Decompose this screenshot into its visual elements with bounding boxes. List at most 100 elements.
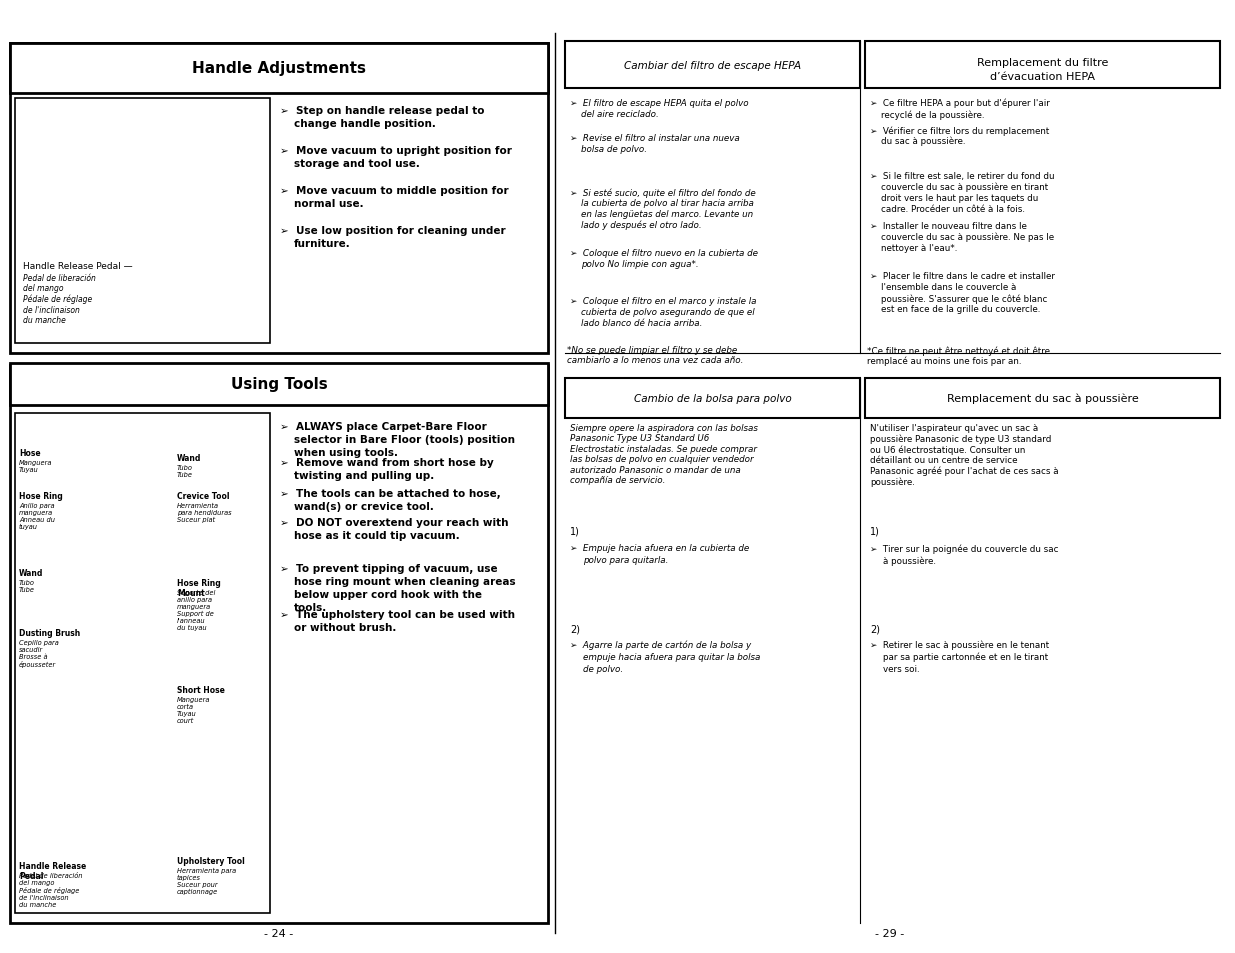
Text: de polvo.: de polvo. (583, 664, 624, 673)
Text: *Ce filtre ne peut être nettoyé et doit être
remplacé au moins une fois par an.: *Ce filtre ne peut être nettoyé et doit … (867, 346, 1050, 366)
Text: *No se puede limpiar el filtro y se debe
cambiarlo a lo menos una vez cada año.: *No se puede limpiar el filtro y se debe… (567, 346, 743, 365)
Text: lado blanco dé hacia arriba.: lado blanco dé hacia arriba. (580, 318, 703, 328)
Text: Wand: Wand (19, 568, 43, 578)
Text: ➢  Si le filtre est sale, le retirer du fond du: ➢ Si le filtre est sale, le retirer du f… (869, 172, 1055, 181)
Text: Remplacement du sac à poussière: Remplacement du sac à poussière (946, 394, 1139, 404)
Text: ➢  Ce filtre HEPA a pour but d'épurer l'air: ➢ Ce filtre HEPA a pour but d'épurer l'a… (869, 99, 1050, 109)
Text: ➢  Empuje hacia afuera en la cubierta de: ➢ Empuje hacia afuera en la cubierta de (571, 543, 750, 553)
Text: Remplacement du filtre: Remplacement du filtre (977, 58, 1108, 68)
Text: Short Hose: Short Hose (177, 685, 225, 695)
Text: 1): 1) (869, 526, 879, 537)
Text: Upholstery Tool: Upholstery Tool (177, 856, 245, 865)
Text: la cubierta de polvo al tirar hacia arriba: la cubierta de polvo al tirar hacia arri… (580, 199, 753, 208)
Text: droit vers le haut par les taquets du: droit vers le haut par les taquets du (881, 193, 1039, 203)
Text: recyclé de la poussière.: recyclé de la poussière. (881, 110, 984, 119)
Text: Dusting Brush: Dusting Brush (19, 628, 80, 638)
Text: ➢  Agarre la parte de cartón de la bolsa y: ➢ Agarre la parte de cartón de la bolsa … (571, 640, 751, 650)
Text: ➢  El filtro de escape HEPA quita el polvo: ➢ El filtro de escape HEPA quita el polv… (571, 99, 748, 108)
Text: hose ring mount when cleaning areas: hose ring mount when cleaning areas (294, 577, 516, 586)
Text: - 29 -: - 29 - (876, 928, 904, 938)
Text: ➢  Use low position for cleaning under: ➢ Use low position for cleaning under (280, 226, 505, 235)
Text: Hose Ring
Mount: Hose Ring Mount (177, 578, 221, 598)
Text: ➢  ALWAYS place Carpet-Bare Floor: ➢ ALWAYS place Carpet-Bare Floor (280, 421, 487, 432)
Text: couvercle du sac à poussière en tirant: couvercle du sac à poussière en tirant (881, 183, 1049, 193)
Text: ➢  Revise el filtro al instalar una nueva: ➢ Revise el filtro al instalar una nueva (571, 133, 740, 143)
Bar (15, 99, 270, 344)
Text: ➢  To prevent tipping of vacuum, use: ➢ To prevent tipping of vacuum, use (280, 563, 498, 574)
Bar (10, 364, 548, 406)
Text: Cepillo para
sacudir
Brosse à
épousseter: Cepillo para sacudir Brosse à épousseter (19, 639, 59, 667)
Text: tools.: tools. (294, 602, 327, 613)
Text: nettoyer à l'eau*.: nettoyer à l'eau*. (881, 244, 957, 253)
Text: couvercle du sac à poussière. Ne pas le: couvercle du sac à poussière. Ne pas le (881, 233, 1055, 242)
Text: poussière. S'assurer que le côté blanc: poussière. S'assurer que le côté blanc (881, 294, 1047, 303)
Text: Manguera
corta
Tuyau
court: Manguera corta Tuyau court (177, 697, 210, 723)
Text: del aire reciclado.: del aire reciclado. (580, 110, 658, 119)
Text: Siempre opere la aspiradora con las bolsas
Panasonic Type U3 Standard U6
Electro: Siempre opere la aspiradora con las bols… (571, 423, 758, 484)
Text: en las lengüetas del marco. Levante un: en las lengüetas del marco. Levante un (580, 210, 753, 219)
Text: ➢  Remove wand from short hose by: ➢ Remove wand from short hose by (280, 457, 494, 468)
Text: ➢  Move vacuum to upright position for: ➢ Move vacuum to upright position for (280, 146, 511, 156)
Text: ➢  Placer le filtre dans le cadre et installer: ➢ Placer le filtre dans le cadre et inst… (869, 272, 1055, 281)
Text: when using tools.: when using tools. (294, 448, 398, 457)
Text: - 24 -: - 24 - (264, 928, 294, 938)
Text: ➢  The tools can be attached to hose,: ➢ The tools can be attached to hose, (280, 489, 500, 498)
Text: hose as it could tip vacuum.: hose as it could tip vacuum. (294, 531, 459, 540)
Text: N'utiliser l'aspirateur qu'avec un sac à
poussière Panasonic de type U3 standard: N'utiliser l'aspirateur qu'avec un sac à… (869, 423, 1058, 487)
Text: 2): 2) (869, 623, 881, 634)
Text: ➢  DO NOT overextend your reach with: ➢ DO NOT overextend your reach with (280, 517, 509, 527)
Text: Herramienta para
tapices
Suceur pour
captionnage: Herramienta para tapices Suceur pour cap… (177, 867, 236, 895)
Text: ➢  Tirer sur la poignée du couvercle du sac: ➢ Tirer sur la poignée du couvercle du s… (869, 543, 1058, 553)
Text: à poussière.: à poussière. (883, 556, 936, 565)
Text: ➢  The upholstery tool can be used with: ➢ The upholstery tool can be used with (280, 609, 515, 619)
Text: Manguera
Tuyau: Manguera Tuyau (19, 459, 52, 473)
Bar (10, 44, 548, 354)
Bar (564, 42, 860, 89)
Text: ➢  Move vacuum to middle position for: ➢ Move vacuum to middle position for (280, 186, 509, 195)
Text: ➢  Vérifier ce filtre lors du remplacement: ➢ Vérifier ce filtre lors du remplacemen… (869, 126, 1050, 135)
Text: bolsa de polvo.: bolsa de polvo. (580, 145, 647, 153)
Text: Handle Release Pedal —: Handle Release Pedal — (23, 262, 132, 271)
Text: Handle Release
Pedal: Handle Release Pedal (19, 862, 86, 881)
Text: change handle position.: change handle position. (294, 119, 436, 129)
Text: Using Tools: Using Tools (231, 377, 327, 392)
Text: Cambio de la bolsa para polvo: Cambio de la bolsa para polvo (634, 394, 792, 403)
Text: storage and tool use.: storage and tool use. (294, 159, 420, 169)
Text: polvo para quitarla.: polvo para quitarla. (583, 556, 668, 564)
Text: Cambiar del filtro de escape HEPA: Cambiar del filtro de escape HEPA (624, 61, 802, 71)
Text: Tubo
Tube: Tubo Tube (19, 579, 35, 593)
Bar (10, 366, 548, 923)
Text: Tubo
Tube: Tubo Tube (177, 464, 193, 477)
Text: Soporte del
anillo para
manguera
Support de
l'anneau
du tuyau: Soporte del anillo para manguera Support… (177, 589, 215, 631)
Text: twisting and pulling up.: twisting and pulling up. (294, 471, 435, 480)
Text: or without brush.: or without brush. (294, 622, 396, 633)
Text: Handle Adjustments: Handle Adjustments (191, 61, 366, 76)
Text: Wand: Wand (177, 454, 201, 462)
Text: Hose: Hose (19, 449, 41, 457)
Text: 1): 1) (571, 526, 580, 537)
Text: Pedal de liberación
del mango
Pédale de réglage
de l'inclinaison
du manche: Pedal de liberación del mango Pédale de … (23, 274, 96, 325)
Bar (15, 414, 270, 913)
Text: Herramienta
para hendiduras
Suceur plat: Herramienta para hendiduras Suceur plat (177, 502, 232, 522)
Text: wand(s) or crevice tool.: wand(s) or crevice tool. (294, 501, 433, 512)
Bar (864, 42, 1220, 89)
Text: ➢  Retirer le sac à poussière en le tenant: ➢ Retirer le sac à poussière en le tenan… (869, 640, 1049, 650)
Text: ➢  Si esté sucio, quite el filtro del fondo de: ➢ Si esté sucio, quite el filtro del fon… (571, 188, 756, 197)
Text: l'ensemble dans le couvercle à: l'ensemble dans le couvercle à (881, 283, 1016, 292)
Text: ➢  Installer le nouveau filtre dans le: ➢ Installer le nouveau filtre dans le (869, 222, 1026, 231)
Text: furniture.: furniture. (294, 239, 351, 249)
Text: ➢  Step on handle release pedal to: ➢ Step on handle release pedal to (280, 106, 484, 116)
Text: par sa partie cartonnée et en le tirant: par sa partie cartonnée et en le tirant (883, 652, 1049, 661)
Text: est en face de la grille du couvercle.: est en face de la grille du couvercle. (881, 305, 1040, 314)
Text: du sac à poussière.: du sac à poussière. (881, 137, 966, 147)
Text: lado y después el otro lado.: lado y después el otro lado. (580, 221, 701, 231)
Bar (564, 378, 860, 418)
Text: polvo No limpie con agua*.: polvo No limpie con agua*. (580, 260, 699, 269)
Text: d’évacuation HEPA: d’évacuation HEPA (990, 71, 1095, 82)
Text: cubierta de polvo asegurando de que el: cubierta de polvo asegurando de que el (580, 308, 755, 316)
Text: Hose Ring: Hose Ring (19, 492, 63, 500)
Text: below upper cord hook with the: below upper cord hook with the (294, 589, 482, 599)
Text: Pedal de liberación
del mango
Pédale de réglage
de l'inclinaison
du manche: Pedal de liberación del mango Pédale de … (19, 872, 83, 907)
Text: selector in Bare Floor (tools) position: selector in Bare Floor (tools) position (294, 435, 515, 444)
Text: 2): 2) (571, 623, 580, 634)
